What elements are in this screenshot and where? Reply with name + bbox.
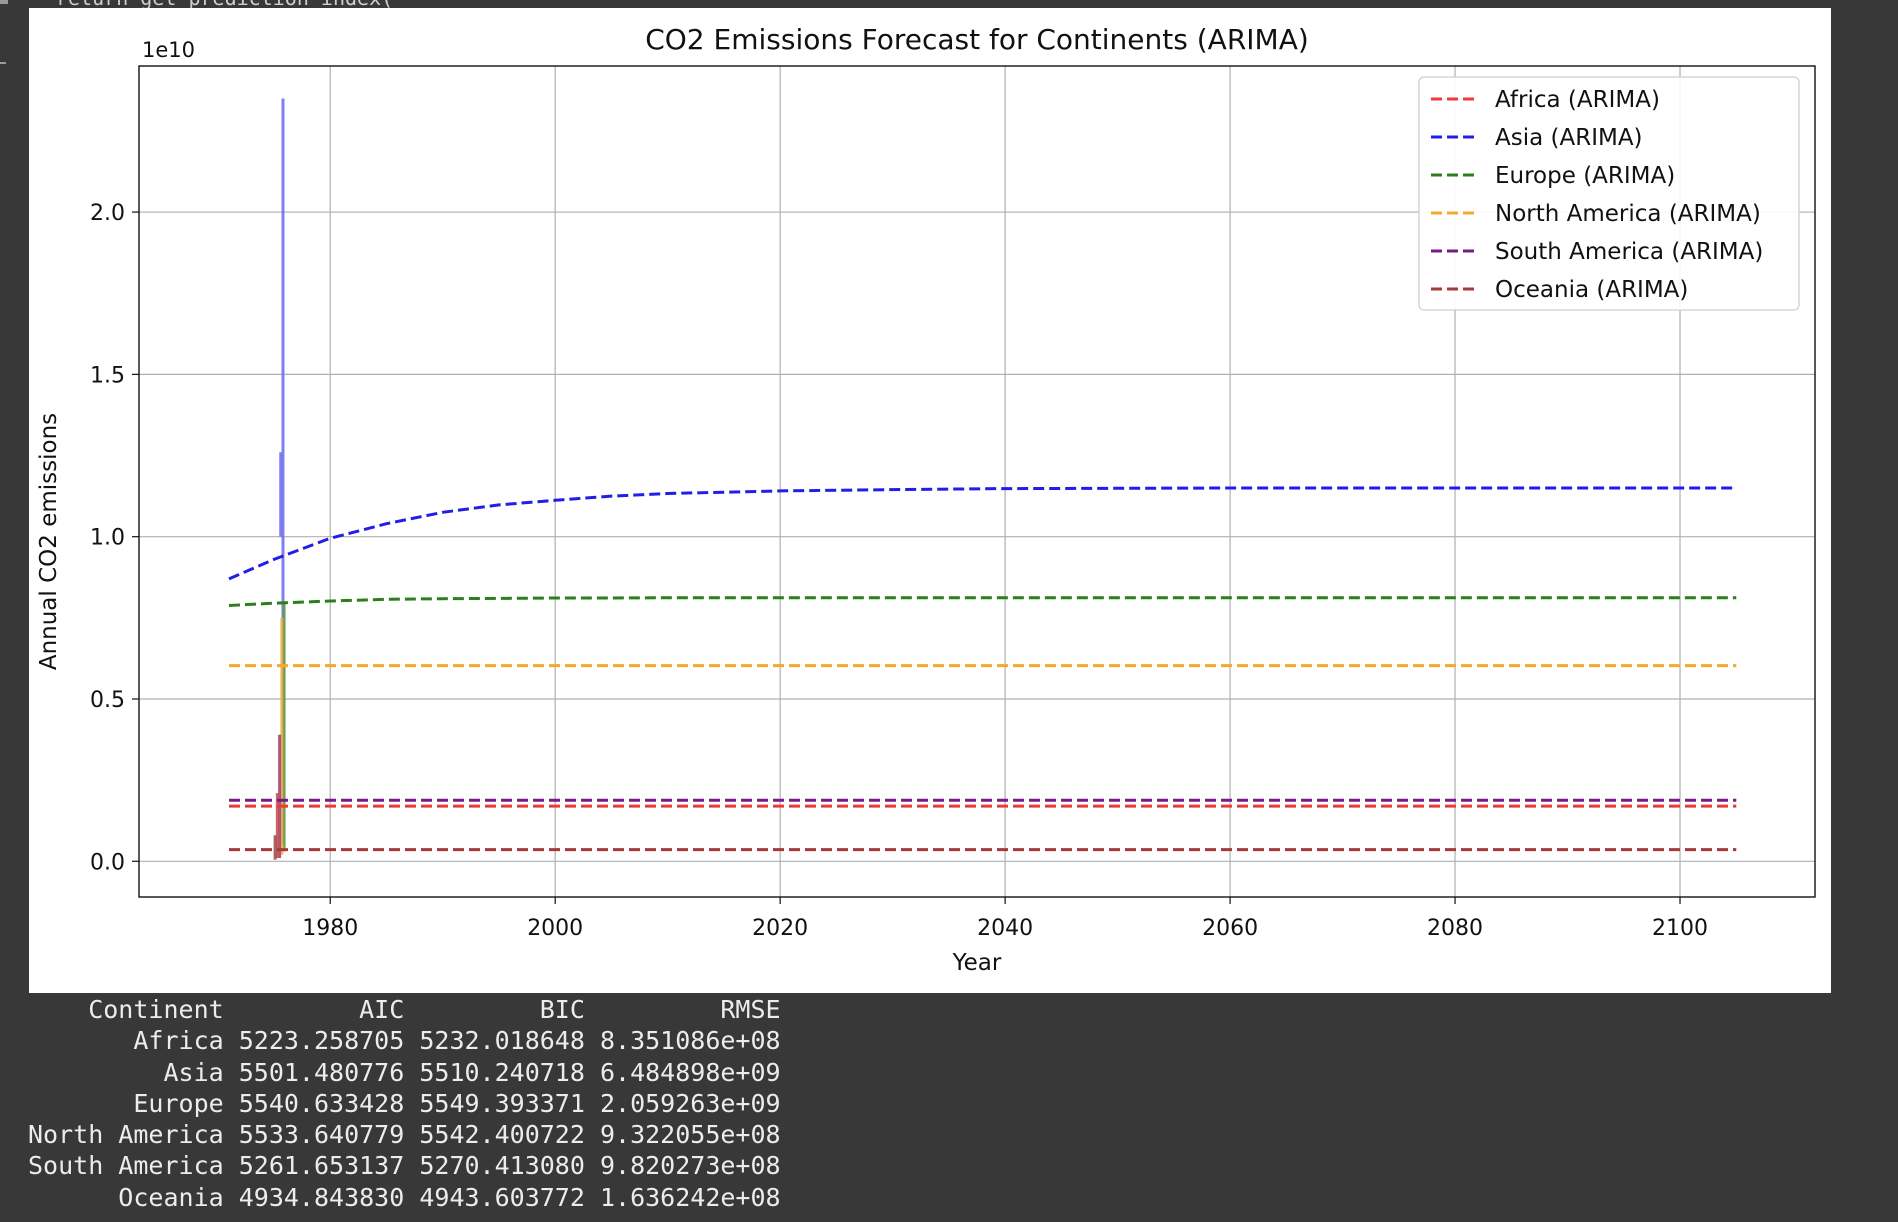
x-tick-label: 1980 [302,916,358,941]
x-tick-label: 2040 [977,916,1033,941]
chart-canvas: 1980 2000 2020 2040 2060 2080 2100 0.0 0.5 1.0 1.5… [36,23,1816,976]
table-header-cell: Continent [28,995,224,1024]
table-cell: 6.484898e+09 [584,1057,781,1087]
table-cell: 5270.413080 [404,1151,585,1181]
series-line [228,596,1737,607]
x-axis-label: Year [952,950,1002,976]
y-tick-label: 1.0 [90,526,125,551]
x-tick-label: 2100 [1652,916,1708,941]
x-tick-label: 2000 [527,916,583,941]
table-cell: Oceania [28,1182,224,1212]
y-axis-label: Annual CO2 emissions [36,413,62,670]
x-tick-label: 2020 [752,916,808,941]
table-header-row: Continent AIC BIC RMSE [28,994,781,1025]
y-offset-label: 1e10 [142,38,195,62]
table-row: Oceania 4934.843830 4943.603772 1.636242… [28,1182,781,1213]
table-header-cell: RMSE [584,995,781,1024]
table-cell: 5533.640779 [223,1120,405,1150]
chart-title: CO2 Emissions Forecast for Continents (A… [645,23,1309,56]
legend-entry: North America (ARIMA) [1495,201,1761,227]
legend-entry: Europe (ARIMA) [1495,163,1675,189]
gutter-marker [0,62,6,64]
series-line [228,486,1737,581]
table-cell: 5510.240718 [404,1057,585,1087]
tick-layer: 1980 2000 2020 2040 2060 2080 2100 0.0 0.5 1.0 1.5… [90,201,1708,941]
table-cell: 5549.393371 [404,1088,585,1118]
legend-box [1418,76,1800,311]
table-row: South America 5261.653137 5270.413080 9.… [28,1150,781,1181]
table-cell: North America [28,1120,224,1150]
table-header-cell: BIC [404,995,585,1024]
legend-entry: South America (ARIMA) [1495,239,1763,265]
x-tick-label: 2080 [1427,916,1483,941]
plot-frame [138,65,1816,898]
table-row: Africa 5223.258705 5232.018648 8.351086e… [28,1025,781,1056]
table-cell: 5542.400722 [404,1120,585,1150]
table-row: Europe 5540.633428 5549.393371 2.059263e… [28,1088,781,1119]
table-cell: 9.322055e+08 [584,1120,781,1150]
y-tick-label: 1.5 [90,363,125,388]
table-row: North America 5533.640779 5542.400722 9.… [28,1119,781,1150]
historical-spikes [273,98,286,860]
legend: Africa (ARIMA) Asia (ARIMA) Europe (ARIMA)… [1418,76,1800,311]
table-cell: 2.059263e+09 [584,1088,781,1118]
series-layer [228,486,1737,852]
table-cell: Asia [28,1057,224,1087]
table-cell: 5232.018648 [404,1026,585,1056]
y-tick-label: 0.5 [90,688,125,713]
table-cell: Europe [28,1088,224,1118]
gutter-marker [0,0,8,4]
table-cell: South America [28,1151,224,1181]
legend-entry: Africa (ARIMA) [1495,87,1660,113]
table-cell: 5223.258705 [223,1026,405,1056]
y-tick-label: 0.0 [90,850,125,875]
legend-entry: Oceania (ARIMA) [1495,277,1688,303]
table-cell: 1.636242e+08 [584,1182,781,1212]
table-cell: 9.820273e+08 [584,1151,781,1181]
table-cell: 4943.603772 [404,1182,585,1212]
table-cell: 8.351086e+08 [584,1026,781,1056]
stats-table: Continent AIC BIC RMSE Africa 5223.25870… [28,994,781,1213]
legend-entry: Asia (ARIMA) [1495,125,1643,151]
code-fragment: return get_prediction_index( [56,0,393,10]
x-tick-label: 2060 [1202,916,1258,941]
table-cell: 4934.843830 [223,1182,405,1212]
chart-figure: 1980 2000 2020 2040 2060 2080 2100 0.0 0.5 1.0 1.5… [29,8,1831,993]
table-cell: 5261.653137 [223,1151,405,1181]
table-cell: Africa [28,1026,224,1056]
table-header-cell: AIC [223,995,405,1024]
y-tick-label: 2.0 [90,201,125,226]
table-row: Asia 5501.480776 5510.240718 6.484898e+0… [28,1057,781,1088]
table-cell: 5501.480776 [223,1057,405,1087]
table-cell: 5540.633428 [223,1088,405,1118]
